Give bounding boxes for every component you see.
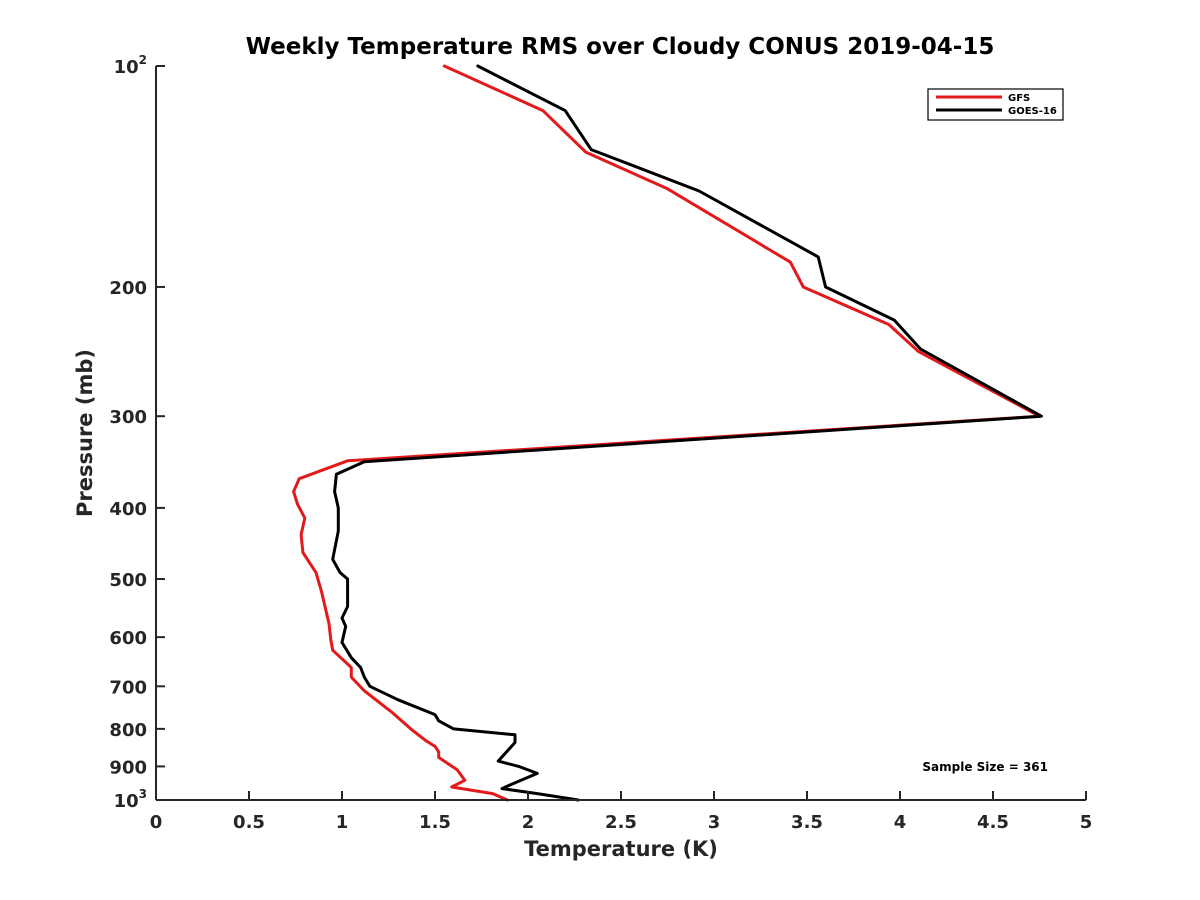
- x-axis-label: Temperature (K): [524, 837, 718, 861]
- sample-size-annotation: Sample Size = 361: [922, 760, 1048, 774]
- legend-box: [927, 88, 1064, 121]
- x-tick-label: 5: [1080, 812, 1093, 833]
- y-axis-ticks: 102 200 300 400 500 600 700 800 900 103: [109, 53, 165, 812]
- x-tick-label: 2: [522, 812, 535, 833]
- y-tick-label: 800: [109, 720, 147, 741]
- y-tick-label: 300: [109, 407, 147, 428]
- y-tick-label: 600: [109, 628, 147, 649]
- legend-label-goes16: GOES-16: [1008, 106, 1057, 117]
- chart-title: Weekly Temperature RMS over Cloudy CONUS…: [246, 34, 995, 60]
- x-tick-label: 1: [336, 812, 349, 833]
- y-tick-label: 500: [109, 570, 147, 591]
- series-line-goes-16: [331, 64, 1043, 802]
- y-tick-label: 400: [109, 499, 147, 520]
- x-tick-label: 3.5: [791, 812, 823, 833]
- y-tick-label: 200: [109, 278, 147, 299]
- y-tick-label: 900: [109, 757, 147, 778]
- x-tick-label: 0: [150, 812, 163, 833]
- x-tick-label: 0.5: [233, 812, 265, 833]
- y-tick-label: 102: [114, 53, 147, 78]
- series-line-gfs: [292, 64, 1041, 802]
- x-tick-label: 1.5: [419, 812, 451, 833]
- x-tick-label: 4.5: [977, 812, 1009, 833]
- plot-area: [292, 64, 1043, 802]
- legend: GFS GOES-16: [927, 88, 1064, 121]
- x-axis-ticks: 0 0.5 1 1.5 2 2.5 3 3.5 4 4.5 5: [150, 791, 1093, 833]
- y-axis-label: Pressure (mb): [73, 349, 97, 517]
- x-tick-label: 3: [708, 812, 721, 833]
- x-tick-label: 4: [894, 812, 907, 833]
- y-tick-label: 103: [114, 787, 147, 812]
- x-tick-label: 2.5: [605, 812, 637, 833]
- y-tick-label: 700: [109, 677, 147, 698]
- legend-label-gfs: GFS: [1008, 93, 1030, 104]
